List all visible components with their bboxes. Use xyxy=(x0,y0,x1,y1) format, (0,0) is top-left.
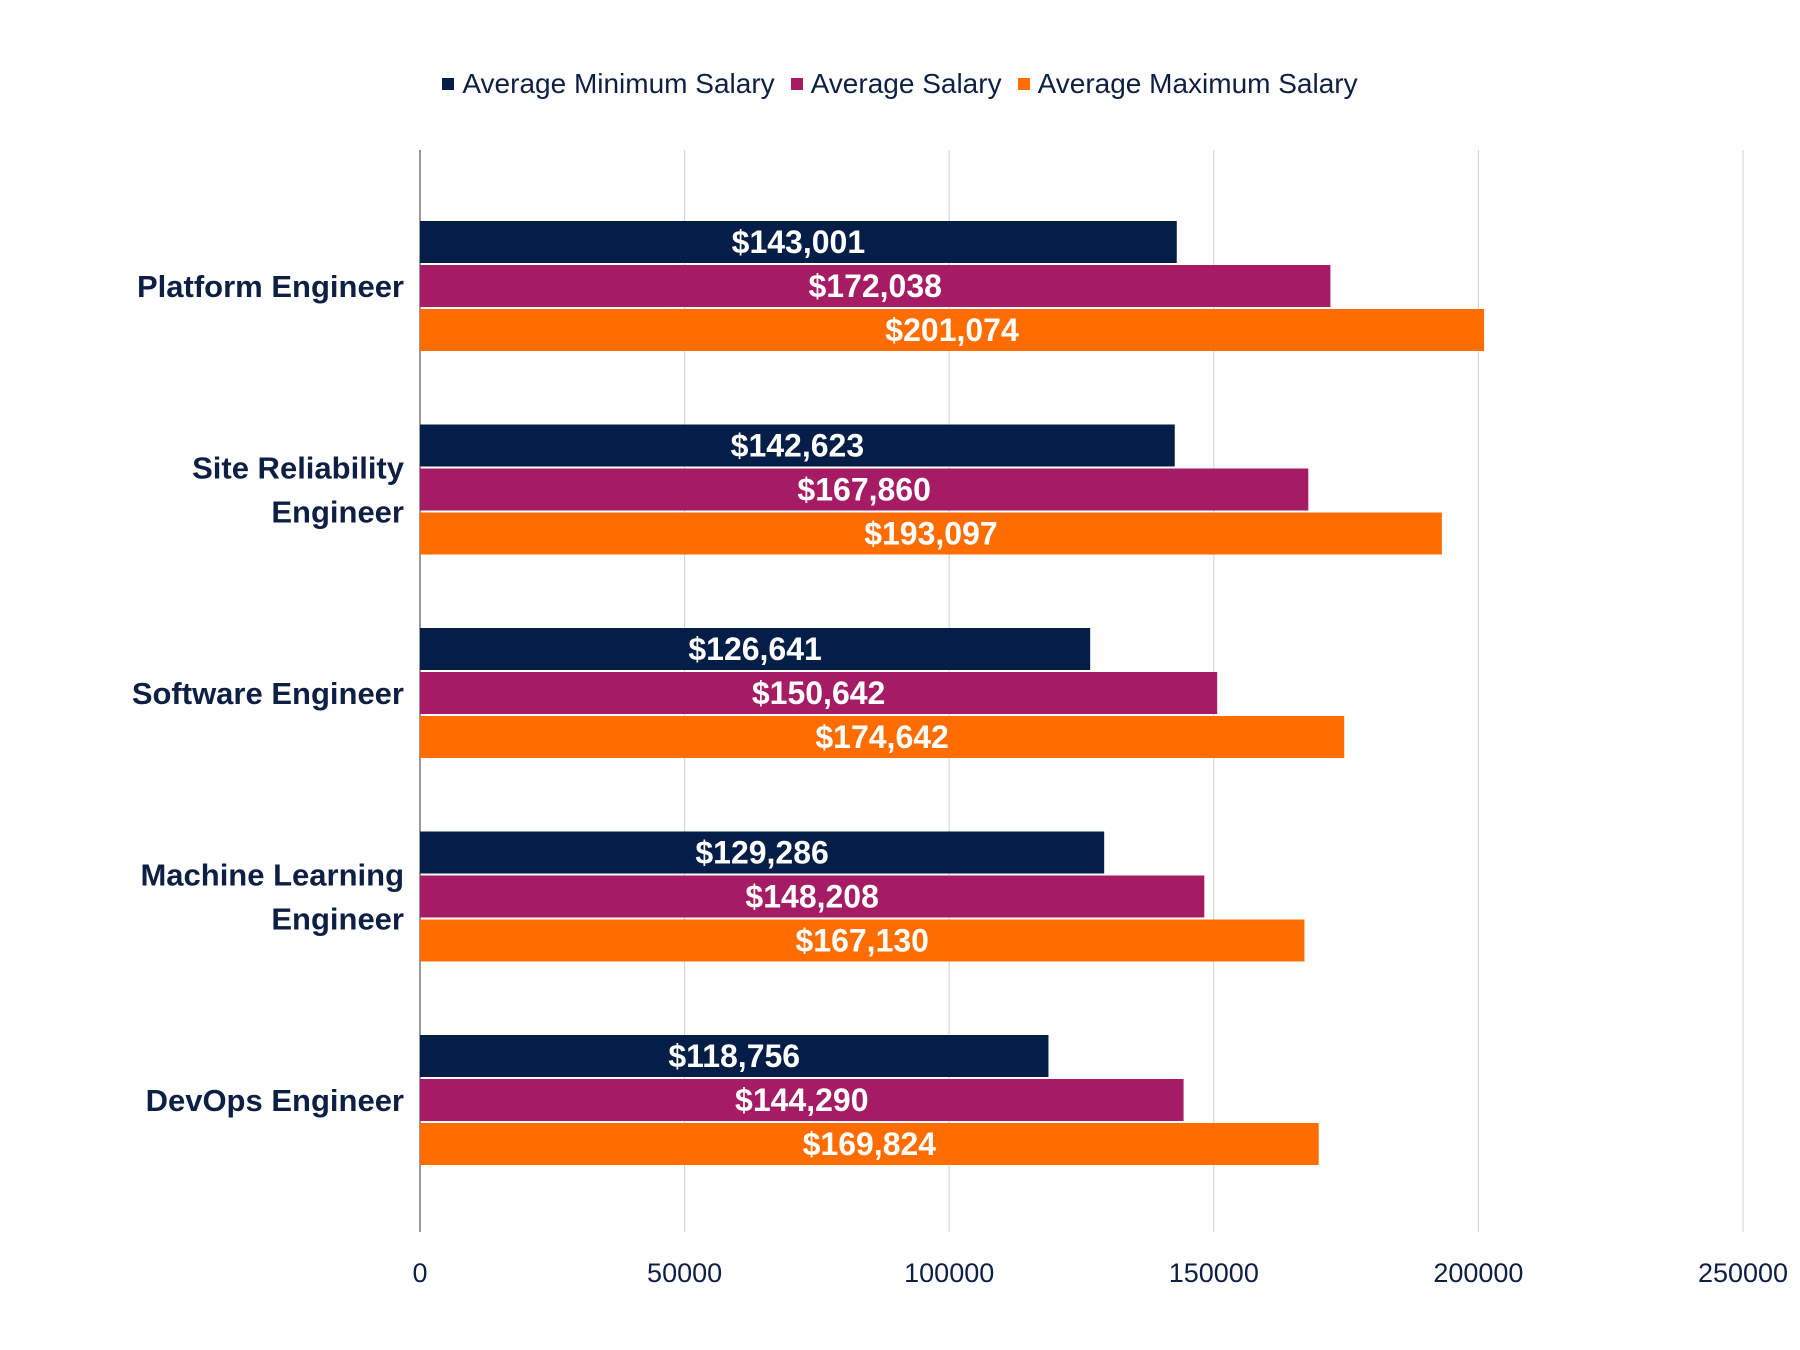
legend-item: Average Salary xyxy=(790,68,1002,100)
bar xyxy=(420,831,1105,874)
category-label: Platform Engineer xyxy=(137,269,404,304)
legend-swatch xyxy=(1017,78,1030,90)
bar xyxy=(420,1123,1319,1165)
legend-label: Average Minimum Salary xyxy=(462,68,775,99)
data-label: $118,756 xyxy=(668,1038,800,1074)
bar xyxy=(420,1079,1184,1121)
data-label: $142,623 xyxy=(731,428,864,464)
bar xyxy=(420,1035,1049,1077)
bar xyxy=(420,309,1485,351)
data-label: $144,290 xyxy=(735,1082,868,1118)
data-label: $126,641 xyxy=(688,631,821,667)
category-label: Engineer xyxy=(271,902,404,937)
legend-label: Average Salary xyxy=(810,68,1002,99)
bar xyxy=(420,512,1442,555)
data-label: $150,642 xyxy=(752,675,885,711)
bar xyxy=(420,875,1205,918)
data-label: $129,286 xyxy=(695,835,828,871)
x-tick-label: 150000 xyxy=(1169,1258,1259,1288)
legend-swatch xyxy=(442,78,455,90)
category-label: Site Reliability xyxy=(192,451,405,486)
data-label: $172,038 xyxy=(808,268,941,304)
bar xyxy=(420,221,1177,263)
bar xyxy=(420,919,1305,962)
x-tick-label: 250000 xyxy=(1698,1258,1788,1288)
bar xyxy=(420,628,1091,670)
bar xyxy=(420,672,1218,714)
x-tick-label: 0 xyxy=(412,1258,427,1288)
bar xyxy=(420,265,1331,307)
x-tick-label: 100000 xyxy=(904,1258,994,1288)
x-tick-label: 50000 xyxy=(647,1258,722,1288)
bar xyxy=(420,424,1175,467)
data-label: $148,208 xyxy=(745,879,878,915)
x-tick-label: 200000 xyxy=(1433,1258,1523,1288)
legend: Average Minimum Salary Average Salary Aver… xyxy=(0,68,1800,100)
category-label: Engineer xyxy=(271,495,404,530)
data-label: $174,642 xyxy=(815,719,948,755)
legend-item: Average Maximum Salary xyxy=(1017,68,1358,100)
data-label: $201,074 xyxy=(885,312,1019,348)
bar xyxy=(420,716,1345,758)
data-label: $169,824 xyxy=(803,1126,937,1162)
category-label: DevOps Engineer xyxy=(146,1083,404,1118)
category-label: Machine Learning xyxy=(140,858,404,893)
data-label: $193,097 xyxy=(864,516,997,552)
bar xyxy=(420,468,1309,511)
legend-label: Average Maximum Salary xyxy=(1037,68,1358,99)
legend-swatch xyxy=(790,78,803,90)
data-label: $143,001 xyxy=(732,224,865,260)
data-label: $167,860 xyxy=(797,472,930,508)
data-label: $167,130 xyxy=(795,923,928,959)
category-label: Software Engineer xyxy=(132,676,404,711)
legend-item: Average Minimum Salary xyxy=(442,68,775,100)
